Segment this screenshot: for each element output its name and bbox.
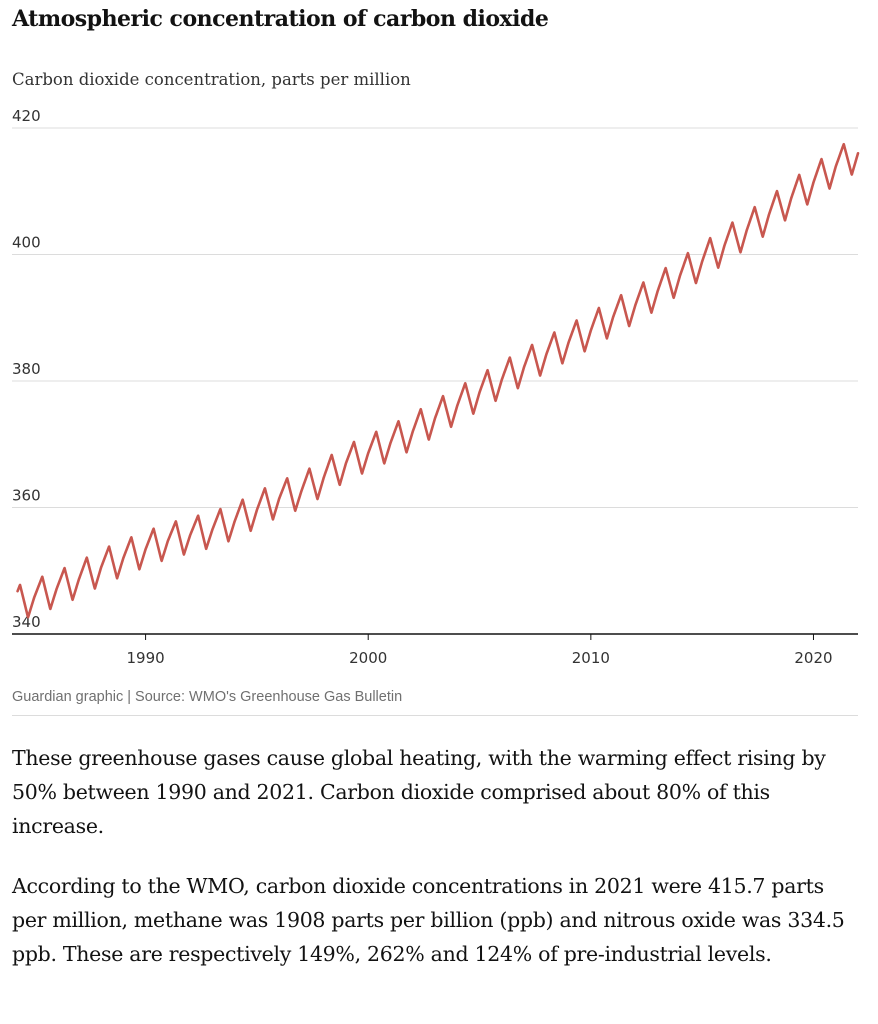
y-tick-label-400: 400 bbox=[12, 234, 41, 252]
grid-layer bbox=[12, 127, 858, 635]
x-tick-label-2010: 2010 bbox=[572, 649, 610, 666]
divider bbox=[12, 715, 858, 716]
article-paragraph-2: According to the WMO, carbon dioxide con… bbox=[12, 874, 845, 966]
article-paragraph-1: These greenhouse gases cause global heat… bbox=[12, 746, 826, 838]
series-layer bbox=[16, 142, 860, 619]
y-tick-label-360: 360 bbox=[12, 487, 41, 505]
source-credit: Guardian graphic | Source: WMO's Greenho… bbox=[12, 689, 403, 705]
x-tick-label-2020: 2020 bbox=[794, 649, 832, 666]
x-tick-label-2000: 2000 bbox=[349, 649, 387, 666]
y-tick-labels: 340 360 380 400 420 bbox=[12, 107, 41, 631]
chart-subtitle: Carbon dioxide concentration, parts per … bbox=[12, 70, 411, 89]
y-tick-label-380: 380 bbox=[12, 360, 41, 378]
y-tick-label-340: 340 bbox=[12, 613, 41, 631]
y-tick-label-420: 420 bbox=[12, 107, 41, 125]
co2-concentration-line bbox=[16, 142, 860, 619]
chart-title: Atmospheric concentration of carbon diox… bbox=[12, 6, 549, 32]
x-tick-label-1990: 1990 bbox=[126, 649, 164, 666]
x-tick-labels: 1990 2000 2010 2020 bbox=[126, 634, 833, 666]
co2-line-chart: 340 360 380 400 420 1990 2000 2010 2020 bbox=[12, 107, 860, 666]
